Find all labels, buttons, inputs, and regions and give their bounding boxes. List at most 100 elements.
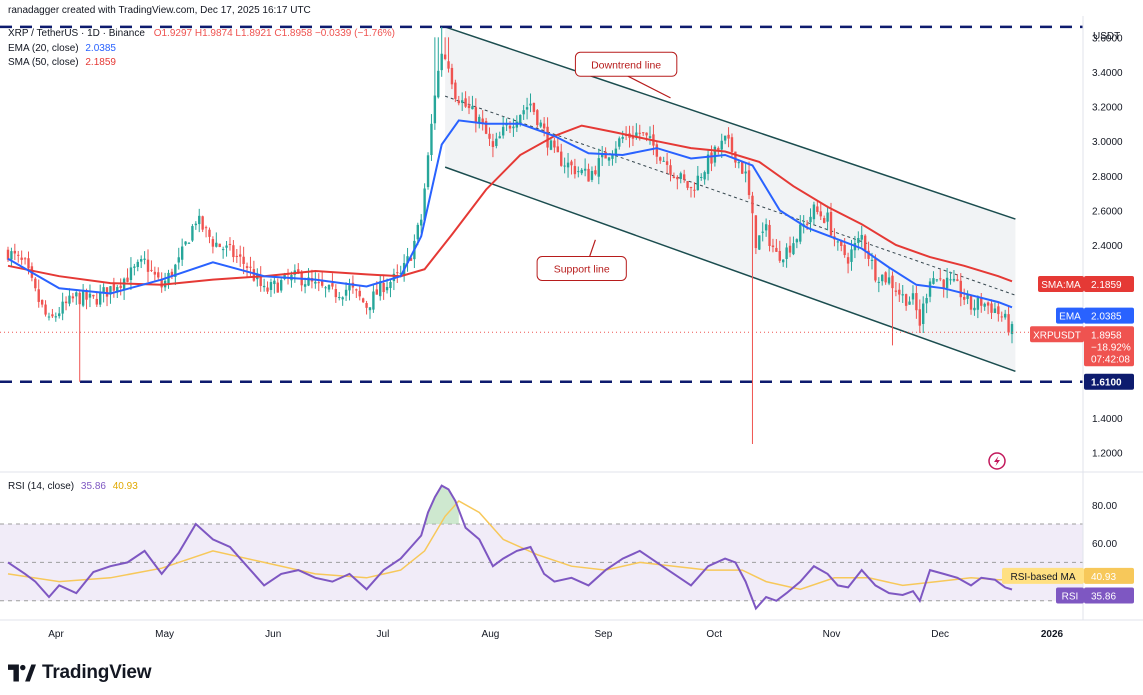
candle-body <box>891 275 894 289</box>
month-tick-label: Dec <box>931 629 949 640</box>
chart-legend[interactable]: ranadagger created with TradingView.com,… <box>8 5 395 492</box>
candle <box>501 116 505 139</box>
rsi-ma-tag-label: RSI-based MA <box>1010 572 1075 583</box>
candle <box>75 291 78 305</box>
symbol-title[interactable]: XRP / TetherUS · 1D · Binance <box>8 28 145 39</box>
ema-legend[interactable]: EMA (20, close) 2.0385 <box>8 43 116 54</box>
candle <box>522 104 525 120</box>
candle-body <box>348 285 351 291</box>
candle <box>368 307 372 319</box>
candle-body <box>563 165 566 167</box>
candle-body <box>1010 324 1014 335</box>
candle-body <box>525 107 529 110</box>
candle-body <box>925 297 928 304</box>
rsi-ma-tag-label-box <box>1002 567 1084 584</box>
candle-body <box>949 279 952 281</box>
candle-body <box>157 272 160 278</box>
candle <box>601 145 604 166</box>
candle <box>361 297 365 304</box>
author-line: ranadagger created with TradingView.com,… <box>8 5 311 16</box>
price-tick-label: 3.6000 <box>1092 33 1123 44</box>
candle <box>778 240 781 263</box>
candle-body <box>553 140 556 148</box>
candle-body <box>399 273 402 275</box>
candle <box>952 270 956 283</box>
candle-body <box>877 281 881 283</box>
candle-body <box>194 223 198 226</box>
candle-body <box>375 289 379 295</box>
rsi-pane[interactable] <box>0 471 1143 611</box>
candle-body <box>539 122 542 127</box>
candle <box>583 158 587 177</box>
candle-body <box>788 245 792 253</box>
annotation-box <box>574 51 678 77</box>
candle <box>481 110 484 131</box>
candle-body <box>341 297 344 300</box>
sma-tag-value: 2.1859 <box>1091 280 1122 291</box>
candle <box>13 243 17 261</box>
month-tick-label: Apr <box>48 629 64 640</box>
candle <box>478 114 481 129</box>
candle-body <box>327 284 331 290</box>
candle-body <box>1000 316 1003 318</box>
candle-body <box>382 282 385 293</box>
candle-body <box>648 136 652 138</box>
axis-tags: 2.1859 SMA:MA 2.0385 EMA 1.8958−18.92%07:42:… <box>1002 276 1134 604</box>
candle-body <box>570 161 573 166</box>
candle <box>696 165 700 191</box>
tradingview-brand: TradingView <box>42 662 152 683</box>
candle-body <box>314 281 317 284</box>
ema-tag-value-box <box>1084 307 1134 324</box>
candle-body <box>95 298 98 305</box>
candle-body <box>191 226 194 241</box>
price-tick-label: 2.4000 <box>1092 241 1123 252</box>
candle-body <box>102 287 105 294</box>
candle-body <box>198 215 201 225</box>
candle-body <box>495 138 498 147</box>
candle-body <box>447 61 450 69</box>
candle <box>382 275 385 300</box>
annotations: Downtrend line Support line <box>536 51 678 281</box>
candle-body <box>61 301 64 314</box>
tradingview-logo[interactable]: TradingView <box>8 660 152 686</box>
candle <box>221 246 225 259</box>
candle-body <box>180 246 184 260</box>
candle <box>467 96 471 115</box>
candle-body <box>105 287 109 297</box>
candle-body <box>805 223 809 225</box>
candle <box>669 159 672 182</box>
candle-body <box>973 307 976 311</box>
candle <box>768 220 771 252</box>
candle-body <box>665 161 669 165</box>
lightning-icon[interactable] <box>988 452 1006 470</box>
candle-body <box>952 278 956 281</box>
candle-body <box>904 294 908 306</box>
candle-body <box>662 160 665 162</box>
candle <box>484 117 488 135</box>
candle-body <box>723 135 727 141</box>
sma-legend[interactable]: SMA (50, close) 2.1859 <box>8 57 116 68</box>
rsi-legend[interactable]: RSI (14, close) 35.86 40.93 <box>8 481 138 492</box>
candle-body <box>150 269 153 271</box>
last-price-countdown: 07:42:08 <box>1091 354 1130 365</box>
ema-tag-label-box <box>1056 307 1084 324</box>
candle-body <box>522 110 525 115</box>
candle-body <box>78 292 81 305</box>
candle <box>700 173 703 181</box>
candle-body <box>976 297 980 310</box>
candle-body <box>317 282 320 284</box>
candle-body <box>146 259 150 272</box>
candle <box>242 246 245 275</box>
candle <box>157 267 160 280</box>
ohlc-values: O1.9297 H1.9874 L1.8921 C1.8958 −0.0339 … <box>154 28 395 39</box>
time-axis[interactable]: Apr May Jun Jul Aug Sep Oct Nov Dec 2026 <box>0 619 1143 640</box>
symbol-line[interactable]: XRP / TetherUS · 1D · Binance O1.9297 H1… <box>8 28 395 39</box>
candle <box>822 215 826 224</box>
price-pane[interactable]: Downtrend line Support line <box>0 16 1083 471</box>
candle-body <box>409 257 413 261</box>
candle-body <box>450 67 454 85</box>
candle-body <box>519 115 522 123</box>
candle <box>665 152 669 174</box>
candle <box>105 287 109 307</box>
